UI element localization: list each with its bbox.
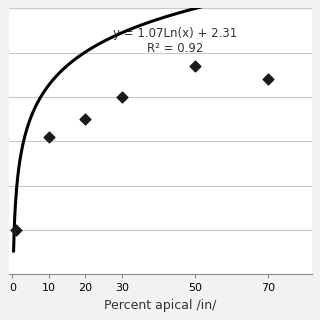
Point (192, 63, 197, 68)
Point (119, 94, 124, 100)
Point (46, 134, 52, 139)
Text: y = 1.07Ln(x) + 2.31
R² = 0.92: y = 1.07Ln(x) + 2.31 R² = 0.92 (113, 27, 237, 55)
X-axis label: Percent apical /in/: Percent apical /in/ (104, 299, 216, 312)
Point (13, 227, 19, 232)
Point (83, 116, 88, 122)
Point (265, 76, 270, 82)
